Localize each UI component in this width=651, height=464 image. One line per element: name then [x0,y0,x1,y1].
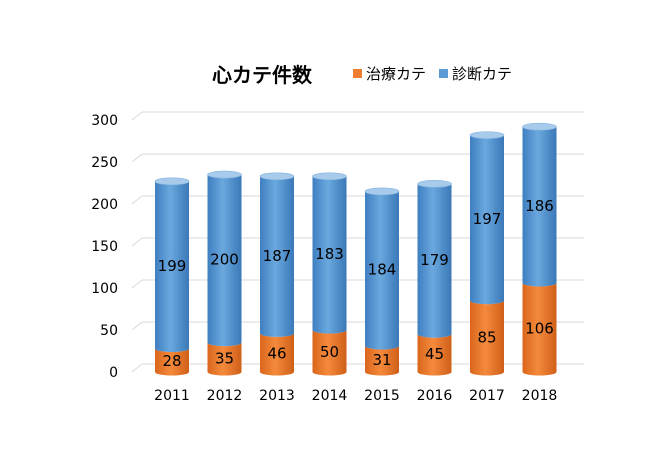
bar-diagnosis-2018 [522,126,557,287]
bar-top-2018 [522,122,557,131]
bar-top-2013 [259,172,295,181]
bar-top-2014 [312,172,347,181]
gridline-depth [131,279,143,289]
gridline-depth [131,363,143,373]
x-tick-label-2017: 2017 [469,388,505,404]
y-tick-label: 50 [100,323,118,339]
x-tick-label-2014: 2014 [312,388,348,404]
gridlines [131,111,584,373]
data-label-treatment-2012: 35 [215,349,234,367]
data-label-treatment-2013: 46 [267,345,286,363]
y-axis: 0 50 100 150 200 250 300 [91,113,118,381]
bar-treatment-2011 [155,348,189,376]
data-label-diagnosis-2015: 184 [368,261,397,279]
bar-diagnosis-2017 [470,135,504,305]
chart-title: 心カテ件数 [212,63,313,87]
data-label-treatment-2011: 28 [162,352,181,370]
y-tick-label: 250 [91,155,118,171]
bar-treatment-2013 [260,333,294,376]
data-label-diagnosis-2016: 179 [420,251,449,269]
bar-top-2017 [469,131,505,139]
y-tick-label: 100 [91,281,118,297]
x-tick-label-2013: 2013 [259,388,295,404]
y-tick-label: 200 [91,197,118,213]
gridline-depth [131,321,143,331]
data-label-treatment-2017: 85 [477,328,496,346]
legend: 治療カテ 診断カテ [353,65,512,83]
bar-diagnosis-2015 [365,191,399,350]
data-label-treatment-2016: 45 [425,345,444,363]
bar-top-2012 [207,170,242,179]
x-tick-label-2015: 2015 [364,388,400,404]
data-label-diagnosis-2012: 200 [210,251,239,269]
bar-treatment-2017 [470,300,504,376]
bar-treatment-2012 [207,342,242,376]
data-label-diagnosis-2018: 186 [525,197,554,215]
gridline-depth [131,111,143,121]
x-tick-label-2018: 2018 [522,388,558,404]
x-axis: 2011 2012 2013 2014 2015 2016 2017 2018 [154,388,557,404]
data-label-diagnosis-2011: 199 [158,257,187,275]
bar-diagnosis-2014 [312,176,347,334]
bar-top-2016 [417,180,452,188]
x-tick-label-2011: 2011 [154,388,190,404]
gridline-depth [131,237,143,247]
data-label-diagnosis-2017: 197 [473,210,502,228]
bar-treatment-2014 [312,330,347,376]
data-label-diagnosis-2014: 183 [315,245,344,263]
bar-top-2011 [154,177,190,186]
data-label-treatment-2018: 106 [525,319,554,337]
gridline-depth [131,195,143,205]
bar-diagnosis-2011 [155,181,189,352]
y-tick-label: 300 [91,113,118,129]
data-label-treatment-2014: 50 [320,343,339,361]
data-label-treatment-2015: 31 [372,351,391,369]
data-label-diagnosis-2013: 187 [263,247,292,265]
x-tick-label-2016: 2016 [417,388,453,404]
legend-label-treatment: 治療カテ [366,65,426,83]
bar-diagnosis-2016 [417,183,452,338]
data-labels: 28 199 35 200 46 187 50 183 31 184 45 179 85 197 106 18… [158,197,554,370]
y-tick-label: 150 [91,239,118,255]
legend-swatch-treatment [353,69,362,78]
legend-swatch-diagnosis [439,69,448,78]
bar-treatment-2015 [365,345,399,376]
bars [154,122,557,376]
gridline-depth [131,153,143,163]
x-tick-label-2012: 2012 [207,388,243,404]
bar-treatment-2018 [522,282,557,376]
bar-top-2015 [364,187,400,196]
legend-label-diagnosis: 診断カテ [452,65,512,83]
bar-diagnosis-2013 [260,176,294,337]
bar-diagnosis-2012 [207,174,242,347]
y-tick-label: 0 [109,365,118,381]
bar-treatment-2016 [417,334,452,376]
